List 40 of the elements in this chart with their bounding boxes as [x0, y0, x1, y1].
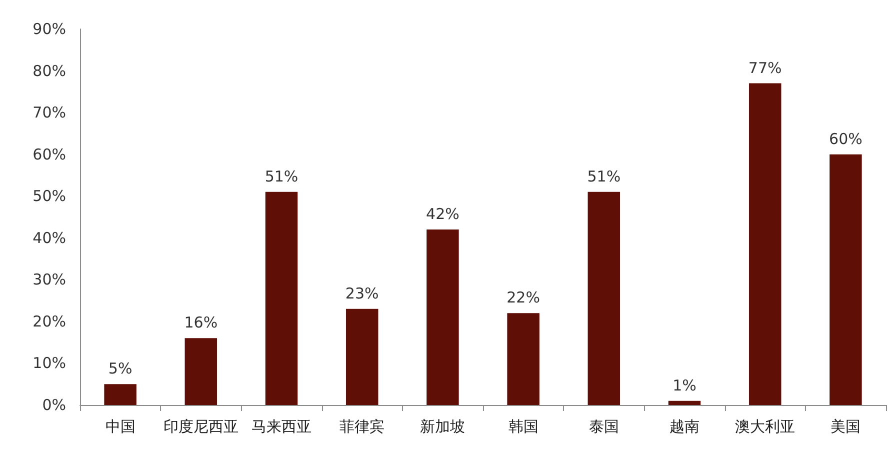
- y-tick-label: 60%: [32, 145, 66, 164]
- bar: [748, 83, 782, 405]
- data-label: 1%: [672, 376, 696, 394]
- data-label: 5%: [108, 360, 132, 378]
- x-tick-label: 韩国: [508, 418, 538, 436]
- x-tick-label: 泰国: [588, 418, 619, 436]
- x-tick-label: 越南: [670, 418, 700, 436]
- y-tick-label: 0%: [42, 396, 66, 414]
- bar: [346, 308, 378, 405]
- x-tick-label: 澳大利亚: [735, 418, 796, 436]
- data-label: 23%: [345, 284, 379, 302]
- y-tick-label: 10%: [32, 354, 66, 372]
- y-tick-label: 80%: [32, 62, 66, 80]
- data-label: 51%: [587, 167, 621, 186]
- x-tick-label: 马来西亚: [252, 418, 312, 436]
- data-label: 51%: [264, 167, 298, 186]
- data-label: 42%: [426, 205, 460, 224]
- y-tick-label: 30%: [32, 270, 66, 289]
- y-tick-label: 90%: [32, 20, 66, 38]
- x-tick-label: 新加坡: [420, 418, 466, 436]
- y-tick-label: 50%: [32, 187, 66, 206]
- bar: [104, 384, 136, 405]
- y-tick-label: 20%: [32, 312, 66, 330]
- bar: [184, 338, 218, 405]
- y-tick-label: 70%: [32, 104, 66, 122]
- x-tick-label: 菲律宾: [340, 418, 385, 436]
- data-label: 22%: [506, 288, 540, 307]
- bar: [668, 400, 701, 405]
- y-tick-label: 40%: [32, 228, 66, 247]
- data-label: 16%: [184, 314, 218, 332]
- x-tick-label: 印度尼西亚: [163, 418, 238, 436]
- bar: [830, 154, 862, 405]
- bar: [426, 230, 459, 405]
- bar: [265, 192, 298, 405]
- bar: [507, 313, 540, 405]
- data-label: 60%: [829, 130, 862, 148]
- data-label: 77%: [748, 58, 782, 77]
- bar: [588, 192, 620, 405]
- x-tick-label: 中国: [105, 418, 136, 436]
- x-tick-label: 美国: [830, 418, 861, 436]
